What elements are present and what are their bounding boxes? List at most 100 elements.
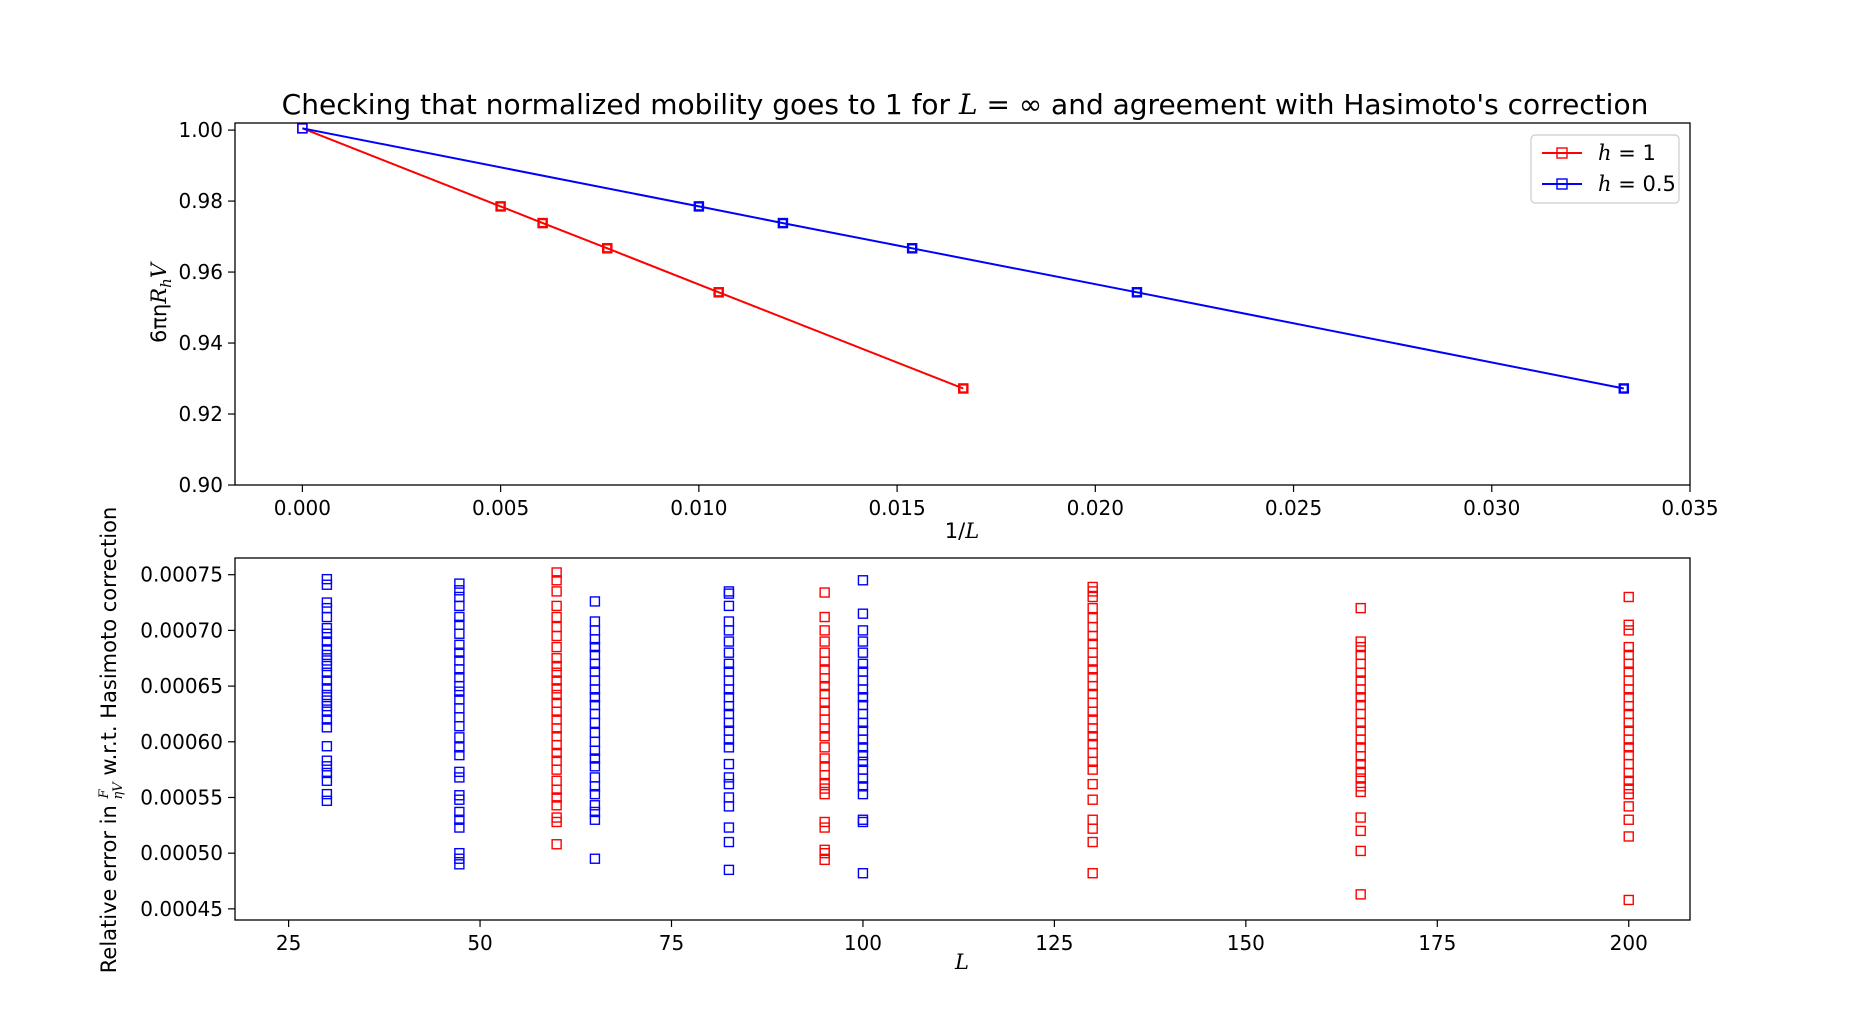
scatter-point [454,694,465,705]
scatter-point [1355,658,1366,670]
scatter-point [321,644,333,655]
scatter-point [857,814,869,825]
chart-title: Checking that normalized mobility goes t… [282,88,1649,121]
scatter-point [723,708,735,720]
top-y-axis-label: 6πηRhV [147,261,175,343]
scatter-point [857,764,869,775]
data-point-marker [713,287,724,298]
data-point-marker [1131,287,1143,298]
scatter-point [819,680,830,692]
scatter-point [819,844,830,856]
scatter-point [589,761,601,772]
data-point-marker-overlap [907,244,917,253]
scatter-point [454,639,465,651]
scatter-point [454,806,465,818]
scatter-point [857,666,869,677]
scatter-point [454,619,465,631]
scatter-point [723,725,735,736]
scatter-point [857,647,869,658]
x-tick-label: 100 [844,931,882,955]
y-tick-label: 0.00050 [140,841,223,865]
scatter-point [819,816,830,828]
data-point-marker-overlap [959,384,968,393]
scatter-point [819,688,830,700]
scatter-point [589,616,601,627]
scatter-point [589,806,601,818]
y-tick-label: 0.00065 [140,674,223,698]
scatter-point [1623,675,1634,686]
mobility-chart: Checking that normalized mobility goes t… [147,88,1719,543]
x-tick-label: 0.005 [472,496,529,520]
y-tick-label: 0.96 [178,260,223,284]
scatter-point [857,742,869,753]
scatter-point [454,822,465,833]
data-point-marker [1618,383,1630,394]
scatter-point [454,578,465,589]
legend: h = 1 h = 0.5 [1530,134,1680,204]
scatter-point [321,636,333,647]
x-tick-label: 0.000 [274,496,331,520]
x-tick-label: 50 [467,931,492,955]
series-line-0 [302,127,964,390]
data-point-marker [693,201,705,212]
scatter-point [589,717,601,729]
scatter-point [321,675,333,686]
scatter-point [1355,602,1366,614]
scatter-point [1087,612,1098,624]
scatter-point [1623,742,1634,753]
scatter-point [1087,581,1098,593]
scatter-point [819,664,830,675]
scatter-point [551,697,562,708]
scatter-point [857,608,869,619]
scatter-point [723,658,735,670]
scatter-point [1087,738,1098,750]
scatter-point [1087,688,1098,700]
scatter-point [551,747,562,759]
scatter-point [321,761,333,772]
data-point-marker [495,201,506,212]
scatter-point [1623,749,1634,761]
data-point-marker-overlap [496,202,505,211]
scatter-point [551,775,562,786]
scatter-point [1087,671,1098,683]
scatter-point [454,585,465,596]
scatter-point [1087,591,1098,603]
scatter-point [551,675,562,686]
scatter-point [819,753,830,764]
y-tick-label: 0.90 [178,473,223,497]
scatter-point [723,666,735,677]
scatter-point [589,625,601,636]
legend-entry-h05: h = 0.5 [1542,172,1676,196]
scatter-point [1087,778,1098,790]
scatter-point [551,611,562,623]
scatter-point [551,731,562,742]
scatter-point [551,600,562,612]
scatter-point [589,753,601,764]
scatter-point [321,611,333,623]
scatter-point [819,731,830,742]
scatter-point [551,641,562,653]
scatter-point [723,742,735,753]
scatter-point [589,814,601,825]
scatter-point [723,586,735,597]
scatter-point [551,792,562,803]
scatter-point [589,675,601,686]
scatter-point [1623,591,1634,603]
scatter-point [551,586,562,597]
scatter-point [551,689,562,701]
scatter-point [723,588,735,599]
scatter-point [321,795,333,807]
scatter-point [1623,775,1634,786]
scatter-point [1623,788,1634,800]
scatter-point [454,628,465,639]
scatter-point [857,868,869,879]
y-tick-label: 0.00075 [140,563,223,587]
scatter-point [551,667,562,678]
scatter-point [1623,649,1634,661]
scatter-point [551,660,562,672]
scatter-point [857,658,869,670]
scatter-point [1087,814,1098,825]
scatter-point [1623,814,1634,825]
scatter-point [819,714,830,725]
scatter-point [454,742,465,753]
